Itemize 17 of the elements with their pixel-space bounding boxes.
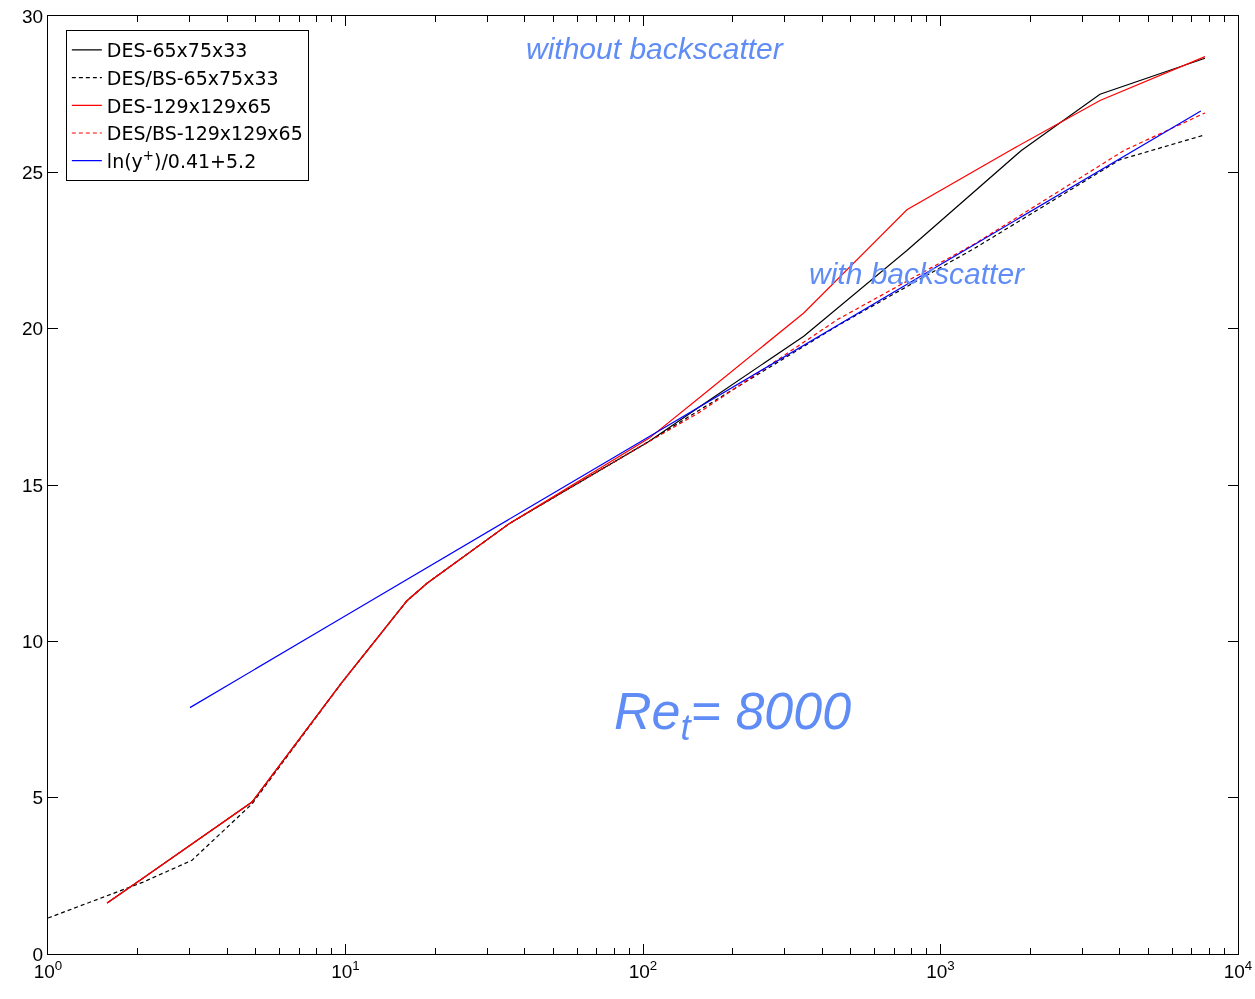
annotation: without backscatter: [526, 32, 784, 65]
y-tick-label: 5: [32, 787, 44, 809]
x-tick-label: 10$^{4}$: [1223, 957, 1253, 982]
legend-label: DES-129x129x65: [106, 94, 272, 117]
x-tick-label: 10$^{2}$: [628, 957, 658, 982]
x-tick-label: 10$^{1}$: [331, 957, 360, 982]
legend-label: DES/BS-129x129x65: [106, 122, 303, 145]
y-tick-label: 25: [22, 161, 44, 183]
legend-label: DES/BS-65x75x33: [106, 67, 279, 90]
y-tick-label: 15: [22, 474, 44, 496]
y-tick-label: 20: [22, 318, 44, 340]
y-tick-label: 10: [22, 630, 44, 652]
annotation: Re$_{t}$= 8000: [614, 682, 852, 748]
legend-label: ln(y$^{+}$)/0.41+5.2: [106, 148, 257, 173]
x-tick-label: 10$^{3}$: [926, 957, 955, 982]
legend-label: DES-65x75x33: [106, 39, 248, 62]
y-tick-label: 30: [22, 5, 44, 27]
